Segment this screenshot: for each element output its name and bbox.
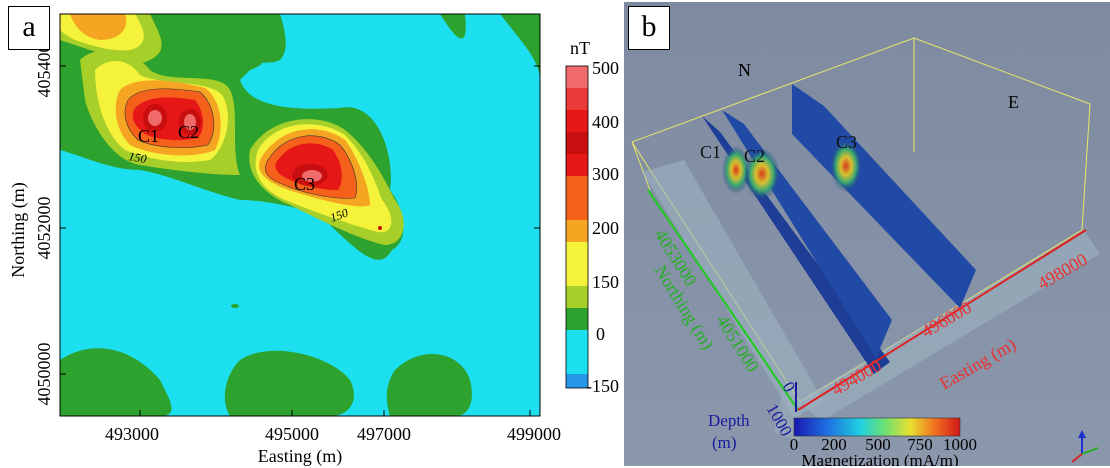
colorbar-b-tick: 750 — [907, 435, 933, 454]
x-tick-label: 495000 — [265, 424, 319, 444]
colorbar-a-tick: 200 — [592, 218, 619, 238]
orientation-axes-icon — [1071, 430, 1099, 463]
x-tick-label: 497000 — [357, 424, 411, 444]
x-axis-label: Easting (m) — [258, 446, 342, 467]
y-tick-label: 4052000 — [34, 197, 54, 260]
colorbar-b-tick: 0 — [790, 435, 799, 454]
section-c3 — [792, 84, 976, 308]
anomaly-label-c2: C2 — [744, 146, 765, 166]
colorbar-a-tick: -150 — [586, 376, 619, 396]
panel-a-map: C1 C2 C3 150 150 493000 495000 497000 49… — [8, 13, 619, 467]
colorbar-a-tick: 0 — [596, 324, 605, 344]
east-label: E — [1008, 92, 1019, 112]
section-c1 — [702, 110, 892, 374]
colorbar-b: 0 200 500 750 1000 Magnetization (mA/m) — [790, 417, 977, 466]
y-tick-label: 4054000 — [34, 35, 54, 98]
panel-a-label: a — [8, 6, 50, 50]
panel-b-3d-model: N E C1 C2 C3 4053000 Northing (m) 405100… — [624, 2, 1110, 466]
y-axis-label: Northing (m) — [8, 182, 29, 277]
colorbar-a-tick: 300 — [592, 164, 619, 184]
contour-label-1: 150 — [127, 149, 147, 166]
anomaly-label-c1: C1 — [138, 126, 159, 146]
contour-label-2: 150 — [328, 206, 350, 225]
colorbar-a-title: nT — [570, 38, 590, 58]
colorbar-b-tick: 200 — [821, 435, 847, 454]
axis-ticks — [60, 65, 540, 416]
depth-label: Depth — [708, 411, 750, 430]
panel-b-label: b — [628, 6, 670, 50]
x-tick-label: 499000 — [507, 424, 561, 444]
anomaly-label-c1: C1 — [700, 142, 721, 162]
north-label: N — [738, 60, 751, 80]
x-tick-label: 493000 — [105, 424, 159, 444]
colorbar-a-tick: 400 — [592, 112, 619, 132]
anomaly-label-c3: C3 — [294, 174, 315, 194]
contour-field — [60, 14, 540, 416]
depth-unit-label: (m) — [712, 433, 737, 452]
anomaly-label-c2: C2 — [178, 122, 199, 142]
colorbar-b-title: Magnetization (mA/m) — [801, 451, 958, 466]
colorbar-b-tick: 1000 — [943, 435, 977, 454]
y-tick-label: 4050000 — [34, 343, 54, 406]
anomaly-label-c3: C3 — [836, 132, 857, 152]
colorbar-a: nT 500 400 300 200 150 0 -150 — [565, 38, 619, 396]
colorbar-a-tick: 150 — [592, 272, 619, 292]
colorbar-b-tick: 500 — [865, 435, 891, 454]
colorbar-a-tick: 500 — [592, 58, 619, 78]
